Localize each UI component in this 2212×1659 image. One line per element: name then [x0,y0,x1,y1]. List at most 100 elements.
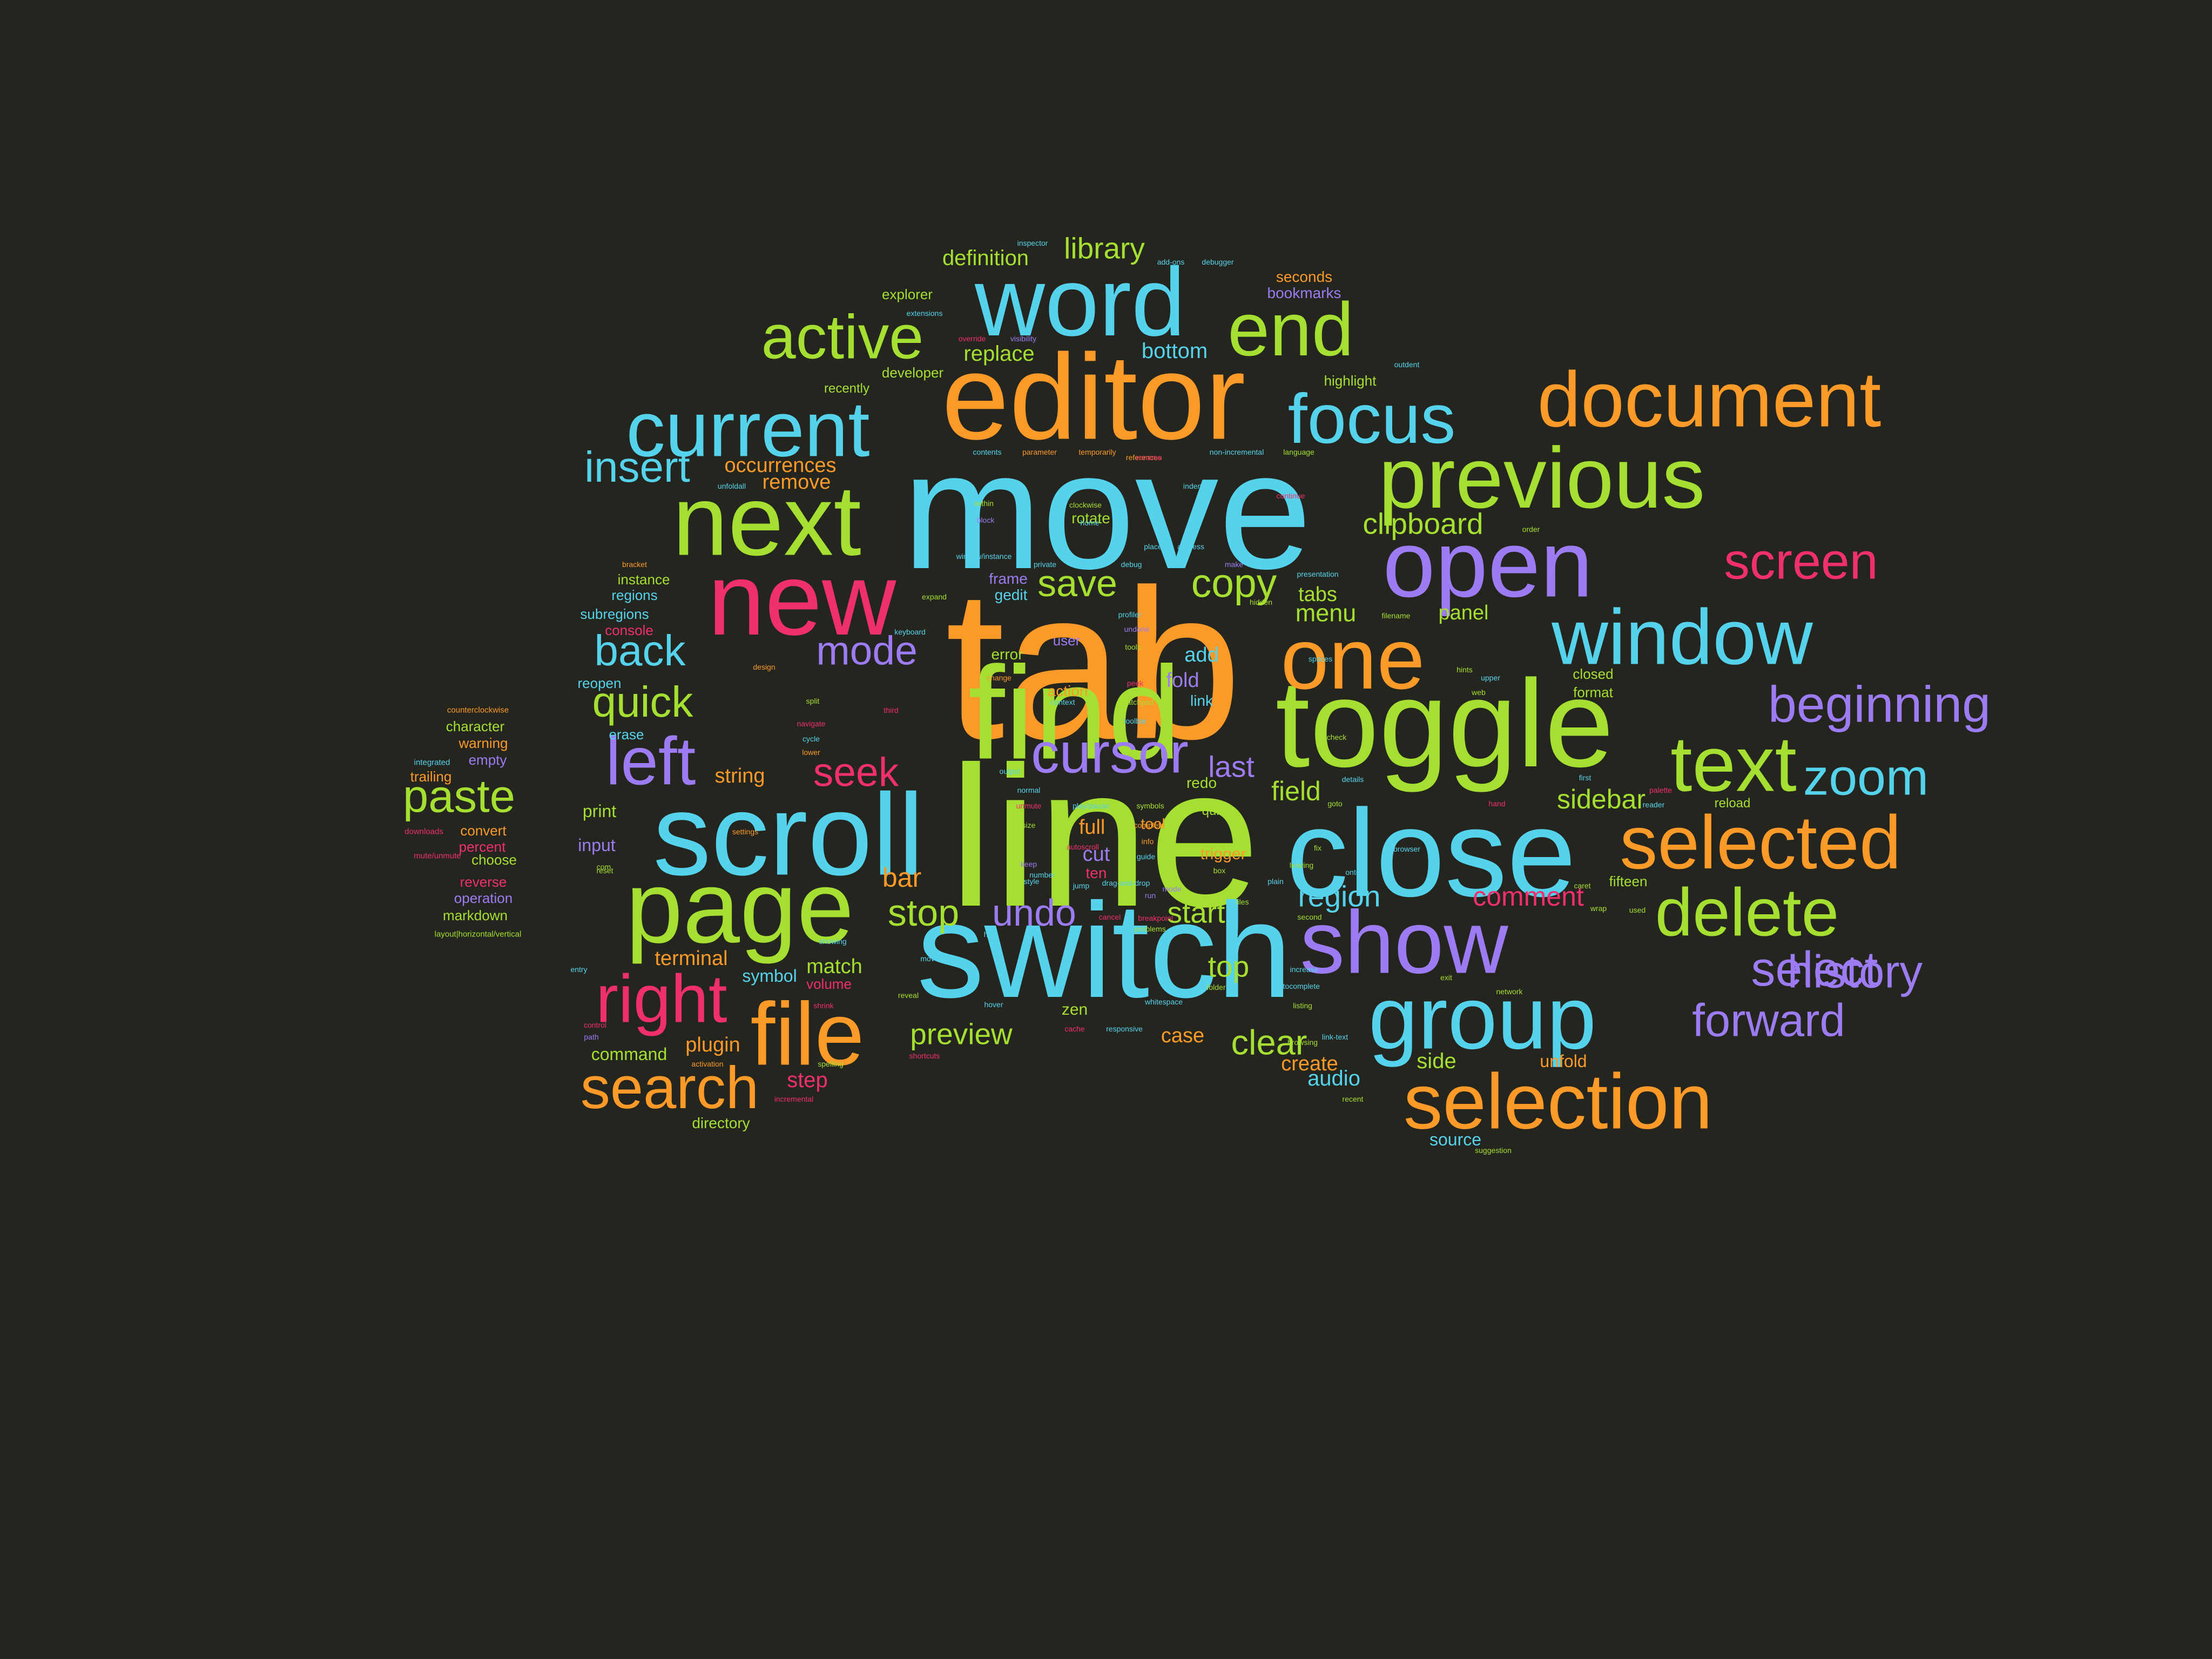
cloud-word: quick [592,678,693,726]
cloud-word: forward [1692,995,1845,1047]
cloud-word: peek [1127,679,1144,687]
cloud-word: page [625,850,854,965]
cloud-word: plugin [685,1034,740,1056]
cloud-word: cache [1064,1024,1085,1033]
cloud-word: check [1326,733,1347,741]
cloud-word: document [1537,355,1881,443]
cloud-word: continue [1276,491,1305,500]
cloud-word: increase [1290,965,1319,974]
cloud-word: choose [471,852,517,868]
cloud-word: focus [1287,379,1456,458]
cloud-word: palette [1649,786,1673,794]
cloud-word: play/pause [1073,801,1109,810]
cloud-word: bracket [622,560,647,569]
cloud-word: directory [692,1115,750,1131]
cloud-word: navigate [797,719,826,728]
cloud-word: details [1341,775,1364,784]
cloud-word: print [582,801,617,821]
cloud-word: responsive [1106,1024,1143,1033]
cloud-word: top [1208,949,1250,983]
cloud-word: clear [1231,1022,1307,1062]
cloud-word: fix [1314,844,1321,852]
cloud-word: volume [806,976,852,992]
cloud-word: ten [1085,865,1107,881]
cloud-word: showing [819,937,847,946]
cloud-word: tool [1141,815,1165,832]
cloud-word: one [1280,610,1425,707]
cloud-word: browser [1393,845,1420,853]
cloud-word: jump [1073,881,1090,890]
cloud-word: layout|horizontal/vertical [434,929,522,939]
cloud-word: caret [1574,881,1591,890]
cloud-word: string [714,765,765,787]
cloud-word: match [806,955,862,978]
cloud-word: tab [945,544,1242,784]
cloud-word: right [596,961,727,1037]
cloud-word: contents [973,448,1002,456]
cloud-word: highlight [1324,373,1377,389]
cloud-word: copy [1191,560,1277,606]
cloud-word: unmute [1016,801,1042,810]
cloud-word: recently [824,381,870,396]
cloud-word: redo [1186,774,1217,791]
cloud-word: close [1286,784,1576,922]
cloud-word: reverse [460,874,507,890]
cloud-word: reopen [577,675,622,691]
cloud-word: regions [611,587,658,603]
cloud-word: selected [1620,800,1901,885]
cloud-word: address [1177,542,1204,551]
cloud-word: hints [1456,665,1473,674]
cloud-word: suggestion [1475,1146,1512,1155]
cloud-word: history [1787,946,1923,998]
cloud-word: spelling [818,1060,844,1068]
cloud-word: whitespace [1144,997,1183,1006]
cloud-word: back [594,626,686,675]
cloud-word: developer [881,365,944,381]
cloud-word: scratchpad [1116,698,1154,706]
cloud-word: network [1496,987,1523,996]
cloud-word: exit [1440,973,1452,982]
cloud-word: trailing [410,768,452,785]
cloud-word: subregions [580,606,649,622]
cloud-word: leaving [1289,861,1314,869]
cloud-word: last [1208,750,1255,784]
cloud-word: context [1050,698,1075,706]
cloud-word: guide [1136,852,1156,861]
cloud-word: case [1161,1024,1205,1047]
cloud-word: debug [1121,560,1142,569]
cloud-word: panel [1438,602,1489,624]
cloud-word: markdown [443,907,508,923]
cloud-word: library [1064,231,1145,265]
cloud-word: search [580,1055,759,1121]
cloud-word: switch [916,875,1292,1026]
cloud-word: output [999,767,1021,775]
cloud-word: extensions [906,309,943,318]
cloud-word: seek [813,749,899,795]
cloud-word: text [1670,720,1797,808]
cloud-word: character [446,718,505,734]
cloud-word: zen [1061,1001,1088,1019]
cloud-word: incremental [774,1095,814,1103]
cloud-word: change [987,673,1011,682]
cloud-word: source [1429,1130,1482,1149]
cloud-word: third [884,706,899,714]
cloud-word: place [1144,542,1162,551]
cloud-word: com [596,862,611,871]
cloud-word: cancel [1098,913,1121,921]
cloud-word: non-incremental [1209,448,1264,456]
cloud-word: link-text [1321,1033,1348,1041]
cloud-word: fifteen [1609,873,1648,889]
cloud-word: mute/unmute [414,851,461,861]
cloud-word: shortcuts [909,1051,940,1060]
cloud-word: symbol [742,966,797,986]
cloud-word: toggle [1275,654,1614,793]
cloud-word: instance [617,571,670,588]
cloud-word: find [968,638,1182,787]
cloud-word: clockwise [1069,501,1102,509]
cloud-word: window/instance [956,552,1012,561]
cloud-word: presentation [1297,570,1339,578]
cloud-word: number [1029,871,1055,879]
cloud-word: left [605,724,696,799]
cloud-word: audio [1307,1067,1360,1090]
